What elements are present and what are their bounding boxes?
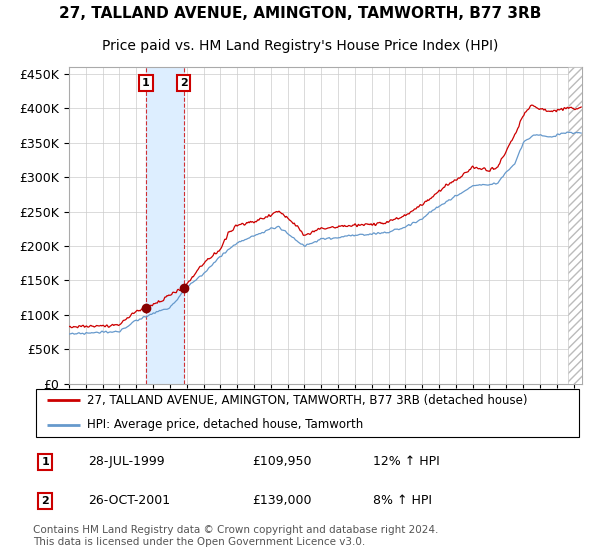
Text: Contains HM Land Registry data © Crown copyright and database right 2024.
This d: Contains HM Land Registry data © Crown c… [33, 525, 439, 547]
Text: HPI: Average price, detached house, Tamworth: HPI: Average price, detached house, Tamw… [87, 418, 363, 431]
Text: 27, TALLAND AVENUE, AMINGTON, TAMWORTH, B77 3RB: 27, TALLAND AVENUE, AMINGTON, TAMWORTH, … [59, 6, 541, 21]
Text: Price paid vs. HM Land Registry's House Price Index (HPI): Price paid vs. HM Land Registry's House … [102, 39, 498, 53]
Text: 26-OCT-2001: 26-OCT-2001 [88, 494, 170, 507]
Text: 1: 1 [142, 78, 150, 88]
Text: 2: 2 [180, 78, 188, 88]
Bar [146, 67, 184, 384]
Text: 28-JUL-1999: 28-JUL-1999 [88, 455, 164, 468]
Text: 12% ↑ HPI: 12% ↑ HPI [373, 455, 440, 468]
Text: 2: 2 [41, 496, 49, 506]
Text: 1: 1 [41, 457, 49, 467]
Text: 27, TALLAND AVENUE, AMINGTON, TAMWORTH, B77 3RB (detached house): 27, TALLAND AVENUE, AMINGTON, TAMWORTH, … [87, 394, 527, 407]
FancyBboxPatch shape [36, 389, 579, 437]
Text: £139,000: £139,000 [253, 494, 312, 507]
Text: £109,950: £109,950 [253, 455, 312, 468]
Text: 8% ↑ HPI: 8% ↑ HPI [373, 494, 433, 507]
